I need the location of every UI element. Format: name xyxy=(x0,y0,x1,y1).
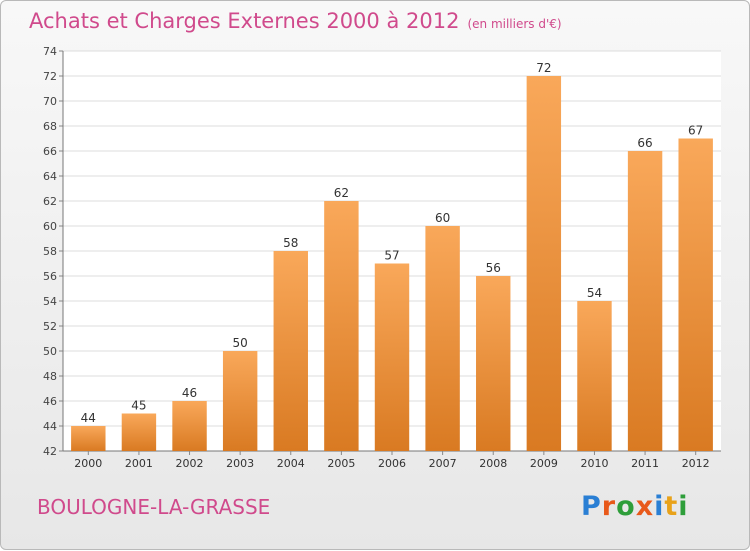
y-tick-label: 74 xyxy=(43,45,57,58)
bar xyxy=(577,301,612,451)
data-label: 67 xyxy=(688,124,703,138)
y-tick-label: 56 xyxy=(43,270,57,283)
data-label: 50 xyxy=(233,336,248,350)
y-tick-label: 64 xyxy=(43,170,57,183)
x-tick-label: 2003 xyxy=(226,457,254,470)
logo-letter: i xyxy=(654,491,665,522)
y-tick-label: 60 xyxy=(43,220,57,233)
data-label: 60 xyxy=(435,211,450,225)
y-tick-label: 44 xyxy=(43,420,57,433)
bar xyxy=(71,426,106,451)
logo-letter: r xyxy=(601,491,617,522)
y-tick-label: 54 xyxy=(43,295,57,308)
bar xyxy=(526,76,562,451)
x-tick-label: 2005 xyxy=(327,457,355,470)
bar xyxy=(273,251,308,451)
x-tick-label: 2012 xyxy=(682,457,710,470)
y-tick-label: 62 xyxy=(43,195,57,208)
data-label: 62 xyxy=(334,186,349,200)
logo-letter: x xyxy=(635,491,655,522)
y-tick-label: 48 xyxy=(43,370,57,383)
data-label: 66 xyxy=(637,136,652,150)
title-text: Achats et Charges Externes 2000 à 2012 xyxy=(29,9,460,33)
x-tick-label: 2010 xyxy=(580,457,608,470)
bar xyxy=(627,151,663,451)
y-tick-label: 50 xyxy=(43,345,57,358)
y-tick-label: 58 xyxy=(43,245,57,258)
x-tick-label: 2000 xyxy=(74,457,102,470)
x-tick-label: 2011 xyxy=(631,457,659,470)
y-tick-label: 66 xyxy=(43,145,57,158)
location-label: BOULOGNE-LA-GRASSE xyxy=(37,495,271,519)
logo-letter: P xyxy=(581,491,602,522)
data-label: 46 xyxy=(182,386,197,400)
logo-letter: i xyxy=(678,491,689,522)
bar xyxy=(121,413,157,451)
data-label: 45 xyxy=(131,399,146,413)
bar xyxy=(324,201,359,451)
chart-title: Achats et Charges Externes 2000 à 2012 (e… xyxy=(29,9,562,33)
chart-subtitle: (en milliers d'€) xyxy=(467,17,562,31)
bar xyxy=(374,263,410,451)
y-tick-label: 52 xyxy=(43,320,57,333)
x-tick-label: 2009 xyxy=(530,457,558,470)
data-label: 56 xyxy=(486,261,501,275)
bar xyxy=(172,401,207,451)
bar xyxy=(222,351,258,451)
y-tick-label: 72 xyxy=(43,70,57,83)
y-tick-label: 68 xyxy=(43,120,57,133)
y-tick-label: 70 xyxy=(43,95,57,108)
data-label: 58 xyxy=(283,236,298,250)
data-label: 44 xyxy=(81,411,96,425)
logo-letter: o xyxy=(616,491,636,522)
x-tick-label: 2002 xyxy=(176,457,204,470)
bar xyxy=(425,226,460,451)
x-tick-label: 2001 xyxy=(125,457,153,470)
data-label: 54 xyxy=(587,286,602,300)
x-tick-label: 2006 xyxy=(378,457,406,470)
bar xyxy=(476,276,511,451)
x-tick-label: 2008 xyxy=(479,457,507,470)
bar xyxy=(678,138,713,451)
data-label: 72 xyxy=(536,61,551,75)
y-tick-label: 42 xyxy=(43,445,57,458)
data-label: 57 xyxy=(384,249,399,263)
y-tick-label: 46 xyxy=(43,395,57,408)
logo-letter: t xyxy=(664,491,679,522)
x-tick-label: 2004 xyxy=(277,457,305,470)
x-tick-label: 2007 xyxy=(429,457,457,470)
proxiti-logo: Proxiti xyxy=(581,491,689,522)
